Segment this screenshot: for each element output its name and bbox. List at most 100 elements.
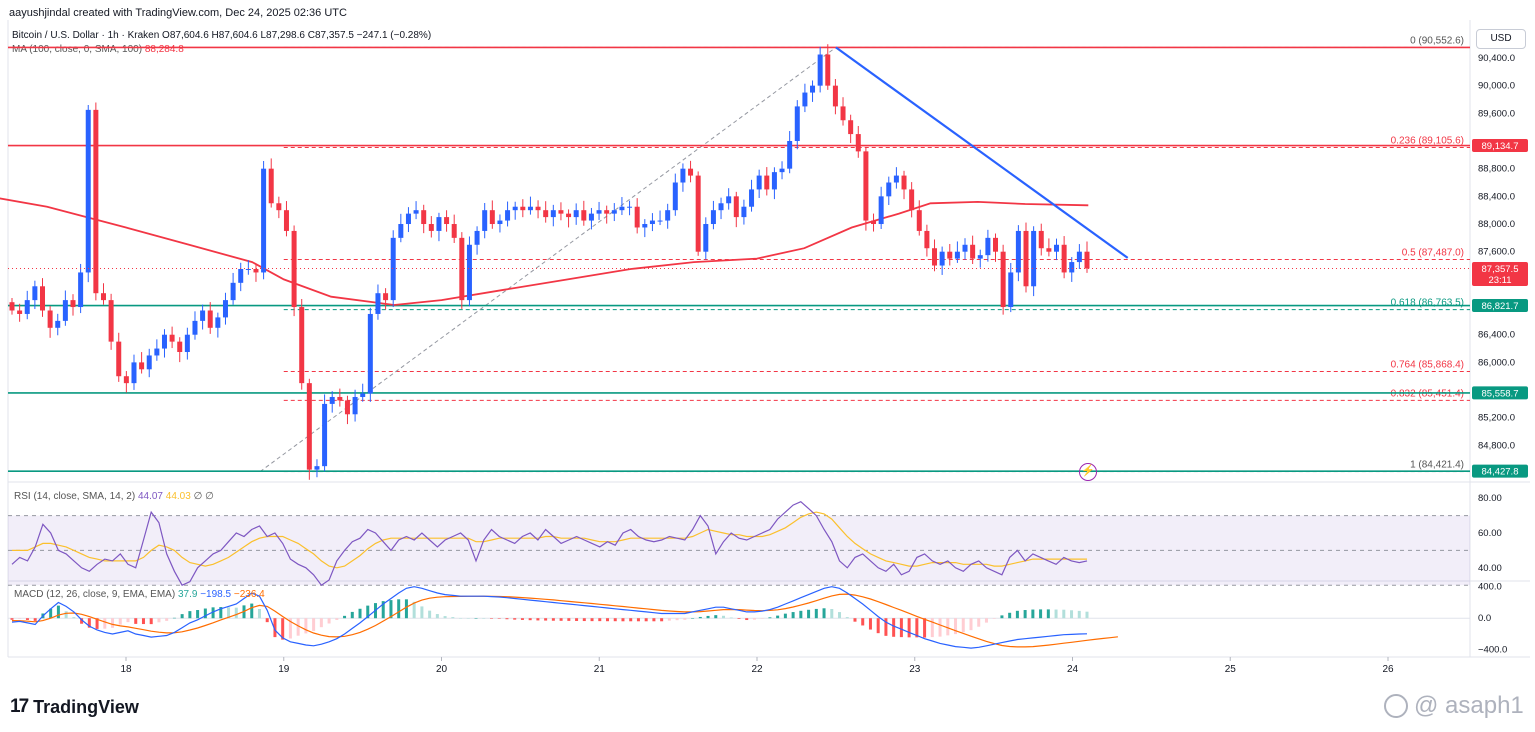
candle-body <box>1023 230 1029 287</box>
candle-body <box>314 466 320 470</box>
rsi-axis-label: 80.00 <box>1478 493 1502 504</box>
macd-axis-label: −400.0 <box>1478 645 1507 656</box>
fib-level-label: 1 (84,421.4) <box>1410 460 1464 471</box>
price-badge-last <box>1472 261 1528 286</box>
macd-histogram-bar <box>876 618 880 634</box>
macd-histogram-bar <box>737 618 741 619</box>
macd-histogram-bar <box>420 606 424 619</box>
candle-body <box>306 383 312 470</box>
macd-histogram-bar <box>838 612 842 619</box>
candle-body <box>710 210 716 225</box>
macd-histogram-bar <box>722 615 726 619</box>
macd-histogram-bar <box>1085 611 1089 619</box>
macd-histogram-bar <box>435 614 439 619</box>
macd-histogram-bar <box>1000 615 1004 619</box>
watermark-text: @ asaph1 <box>1414 692 1524 719</box>
macd-histogram-bar <box>188 611 192 619</box>
candle-body <box>611 210 617 214</box>
macd-histogram-bar <box>652 618 656 622</box>
macd-histogram-bar <box>853 618 857 622</box>
candle-body <box>535 206 541 211</box>
candle-body <box>764 175 770 190</box>
x-tick-label: 22 <box>751 664 763 675</box>
macd-histogram-bar <box>451 617 455 619</box>
rsi-ma-legend-value: 44.03 <box>165 491 191 502</box>
macd-histogram-bar <box>343 615 347 619</box>
macd-line-value: −198.5 <box>200 589 232 600</box>
macd-histogram-bar <box>1015 610 1019 619</box>
rsi-legend-label: RSI (14, close, SMA, 14, 2) <box>14 491 136 502</box>
price-axis-label: 89,600.0 <box>1478 108 1515 119</box>
candle-body <box>169 334 175 342</box>
candle-body <box>665 210 671 221</box>
macd-histogram-bar <box>1023 610 1027 619</box>
macd-histogram-bar <box>567 618 571 621</box>
price-axis-label: 87,600.0 <box>1478 247 1515 258</box>
macd-histogram-bar <box>49 608 53 619</box>
macd-histogram-bar <box>861 618 865 626</box>
macd-histogram-bar <box>350 611 354 619</box>
candle-body <box>367 313 373 394</box>
macd-histogram-bar <box>118 618 122 625</box>
macd-histogram-bar <box>582 618 586 622</box>
price-axis-label: 88,800.0 <box>1478 164 1515 175</box>
macd-histogram-bar <box>497 618 501 619</box>
macd-histogram-bar <box>273 618 277 638</box>
candle-body <box>886 182 892 197</box>
candle-body <box>855 134 861 152</box>
macd-histogram-bar <box>691 618 695 619</box>
macd-histogram-bar <box>404 599 408 619</box>
candle-body <box>901 175 907 190</box>
candle-body <box>299 307 305 384</box>
rsi-legend[interactable]: RSI (14, close, SMA, 14, 2) 44.07 44.03 … <box>14 491 214 502</box>
macd-histogram-bar <box>984 618 988 623</box>
fib-level-label: 0.5 (87,487.0) <box>1402 248 1464 259</box>
macd-histogram-bar <box>1031 609 1035 619</box>
x-tick-label: 19 <box>278 664 290 675</box>
macd-legend[interactable]: MACD (12, 26, close, 9, EMA, EMA) 37.9 −… <box>14 589 265 600</box>
candle-body <box>985 237 991 256</box>
macd-histogram-bar <box>33 618 37 621</box>
candle-body <box>459 237 465 301</box>
macd-histogram-bar <box>443 616 447 619</box>
candle-body <box>566 213 572 218</box>
ma-legend[interactable]: MA (100, close, 0, SMA, 100) 88,284.8 <box>12 44 184 55</box>
macd-histogram-bar <box>327 618 331 624</box>
macd-histogram-bar <box>613 618 617 622</box>
price-badge-label: 87,357.5 <box>1482 264 1519 275</box>
price-badge-label: 85,558.7 <box>1482 388 1519 399</box>
candle-body <box>222 300 228 318</box>
macd-histogram-bar <box>134 618 138 624</box>
moving-average-line <box>0 197 1089 306</box>
candle-body <box>421 210 427 225</box>
macd-histogram-bar <box>25 618 29 620</box>
candle-body <box>383 293 389 301</box>
candle-body <box>642 224 648 228</box>
price-axis-label: 90,400.0 <box>1478 53 1515 64</box>
macd-histogram-bar <box>636 618 640 622</box>
rsi-legend-extra: ∅ ∅ <box>193 491 214 502</box>
candle-body <box>558 210 564 214</box>
candle-body <box>672 182 678 211</box>
candle-body <box>505 210 511 221</box>
macd-histogram-bar <box>1070 610 1074 619</box>
price-axis-label: 90,000.0 <box>1478 81 1515 92</box>
rsi-line <box>11 500 1088 587</box>
price-axis-label: 85,200.0 <box>1478 413 1515 424</box>
macd-axis-label: 400.0 <box>1478 582 1502 593</box>
macd-histogram-bar <box>930 618 934 638</box>
candle-body <box>192 320 198 335</box>
tradingview-logo[interactable]: 17 TradingView <box>10 696 139 718</box>
macd-histogram-bar <box>466 618 470 619</box>
candle-body <box>497 220 503 225</box>
candle-body <box>108 300 114 342</box>
macd-histogram-bar <box>868 618 872 630</box>
currency-button[interactable]: USD <box>1476 29 1526 49</box>
price-badge-label: 89,134.7 <box>1482 141 1519 152</box>
macd-histogram-bar <box>799 610 803 619</box>
candle-body <box>680 168 686 183</box>
price-badge-support <box>1472 386 1528 400</box>
flash-icon[interactable]: ⚡ <box>1079 463 1097 481</box>
candle-body <box>1031 230 1037 287</box>
